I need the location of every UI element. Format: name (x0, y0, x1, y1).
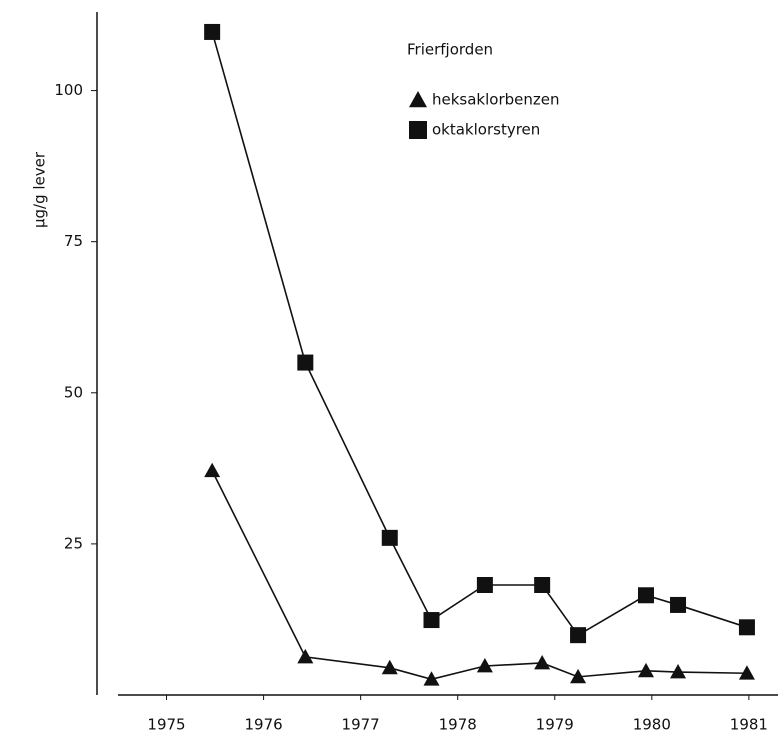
series-line (211, 31, 748, 637)
x-tick-label: 1976 (244, 716, 282, 734)
x-tick-label: 1977 (342, 716, 380, 734)
data-point (638, 587, 654, 604)
data-point (476, 657, 493, 673)
data-point (476, 576, 493, 593)
data-point (204, 462, 221, 478)
data-point (534, 654, 551, 670)
legend-label: heksaklorbenzen (432, 91, 560, 109)
data-point (670, 664, 687, 679)
data-point (204, 23, 221, 40)
y-tick-label: 75 (64, 232, 83, 250)
data-point (297, 648, 314, 664)
data-point (670, 596, 687, 613)
data-point (534, 576, 551, 593)
data-point (423, 671, 440, 686)
data-point (638, 662, 654, 678)
x-tick-label: 1979 (536, 716, 574, 734)
data-point (381, 529, 398, 546)
legend-label: oktaklorstyren (432, 121, 540, 139)
data-point (297, 354, 314, 371)
data-point (570, 627, 587, 644)
legend-title: Frierfjorden (407, 41, 493, 59)
x-tick-label: 1981 (730, 716, 768, 734)
legend-marker (409, 91, 427, 108)
data-point (570, 668, 587, 684)
y-axis-label: µg/g lever (31, 151, 49, 228)
data-point (738, 619, 755, 636)
y-tick-label: 100 (54, 81, 83, 99)
y-tick-label: 50 (64, 383, 83, 401)
x-tick-label: 1975 (147, 716, 185, 734)
legend-marker (409, 121, 427, 139)
data-point (423, 612, 440, 629)
data-point (381, 659, 398, 675)
series-line (211, 470, 747, 681)
x-tick-label: 1978 (439, 716, 477, 734)
x-tick-label: 1980 (633, 716, 671, 734)
y-tick-label: 25 (64, 534, 83, 552)
data-point (738, 665, 755, 680)
